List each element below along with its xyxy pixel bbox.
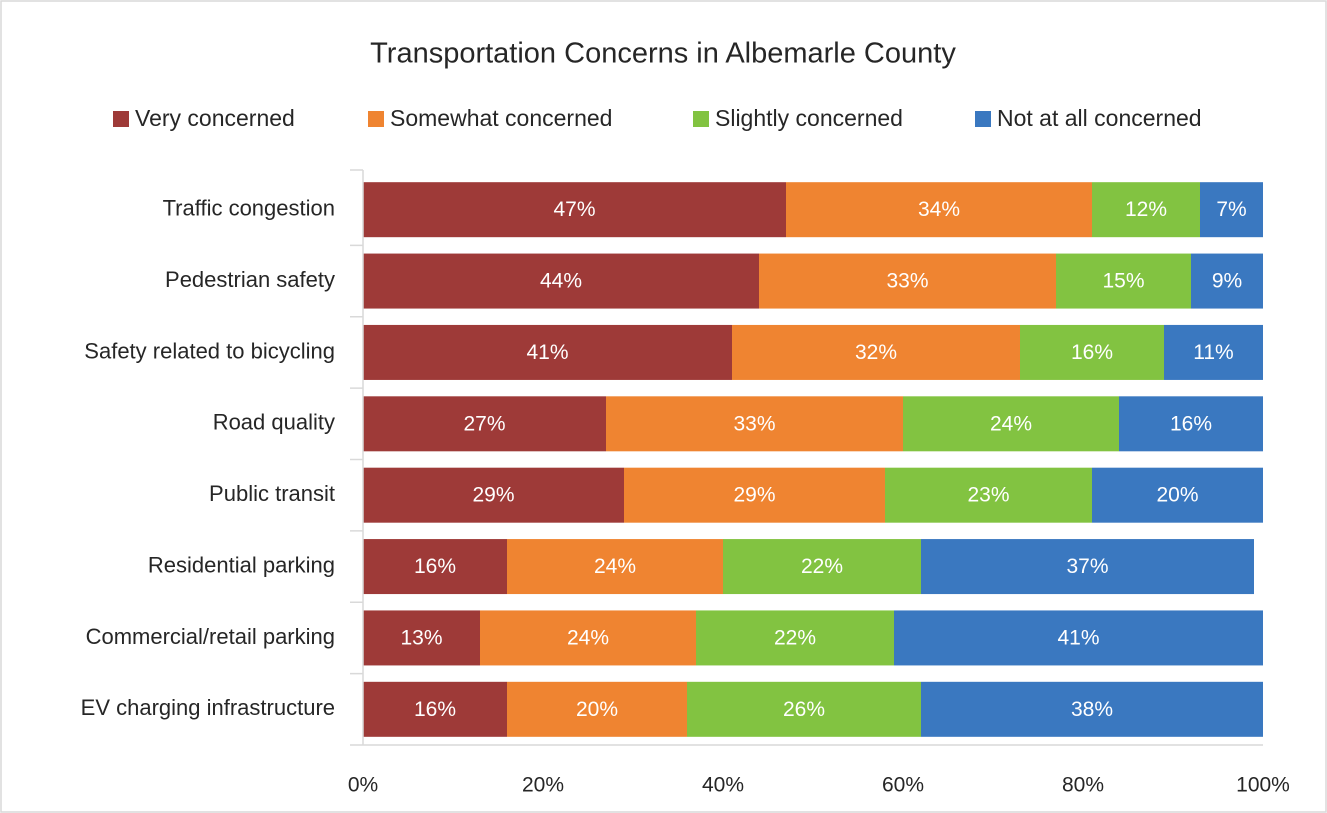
bar-segment (786, 182, 1092, 238)
bar-segment (1164, 324, 1263, 380)
data-label: 41% (1057, 626, 1099, 649)
bar-segment (624, 467, 885, 523)
bar-segment (507, 539, 723, 595)
bar-segment (507, 681, 687, 737)
data-label: 23% (967, 484, 1009, 507)
data-label: 33% (733, 412, 775, 435)
data-label: 16% (1071, 341, 1113, 364)
data-label: 37% (1066, 555, 1108, 578)
y-tick-label: Commercial/retail parking (86, 624, 335, 649)
data-label: 38% (1071, 698, 1113, 721)
bar-segment (1200, 182, 1263, 238)
data-label: 15% (1102, 270, 1144, 293)
data-label: 24% (567, 626, 609, 649)
legend-label: Somewhat concerned (390, 105, 612, 131)
data-label: 24% (990, 412, 1032, 435)
bar-segment (687, 681, 921, 737)
data-label: 33% (886, 270, 928, 293)
data-label: 47% (553, 198, 595, 221)
data-label: 16% (414, 698, 456, 721)
y-tick-label: EV charging infrastructure (81, 695, 335, 720)
x-tick-label: 40% (702, 774, 744, 797)
y-tick-label: Pedestrian safety (165, 267, 335, 292)
data-label: 29% (472, 484, 514, 507)
bar-segment (1191, 253, 1263, 309)
bar-segment (363, 324, 732, 380)
bar-segment (363, 396, 606, 452)
legend-label: Not at all concerned (997, 105, 1202, 131)
data-label: 29% (733, 484, 775, 507)
x-tick-label: 0% (348, 774, 378, 797)
bar-segment (903, 396, 1119, 452)
bar-segment (480, 610, 696, 666)
data-label: 16% (1170, 412, 1212, 435)
data-label: 44% (540, 270, 582, 293)
data-label: 27% (463, 412, 505, 435)
data-label: 26% (783, 698, 825, 721)
bar-segment (363, 182, 786, 238)
bar-segment (1020, 324, 1164, 380)
data-label: 12% (1125, 198, 1167, 221)
data-label: 22% (801, 555, 843, 578)
bar-segment (696, 610, 894, 666)
y-tick-label: Residential parking (148, 552, 335, 577)
bar-segment (363, 610, 480, 666)
y-tick-label: Safety related to bicycling (84, 338, 335, 363)
bar-segment (1092, 182, 1200, 238)
data-label: 22% (774, 626, 816, 649)
bar-segment (921, 539, 1254, 595)
x-tick-label: 20% (522, 774, 564, 797)
data-label: 13% (400, 626, 442, 649)
x-tick-label: 100% (1236, 774, 1290, 797)
data-label: 32% (855, 341, 897, 364)
y-tick-label: Traffic congestion (163, 196, 335, 221)
x-tick-label: 60% (882, 774, 924, 797)
bar-segment (732, 324, 1020, 380)
y-tick-label: Public transit (209, 481, 335, 506)
data-label: 41% (526, 341, 568, 364)
data-label: 16% (414, 555, 456, 578)
bar-segment (894, 610, 1263, 666)
bar-segment (363, 253, 759, 309)
legend-swatch (368, 111, 384, 127)
data-label: 7% (1216, 198, 1246, 221)
bar-segment (921, 681, 1263, 737)
legend-label: Slightly concerned (715, 105, 903, 131)
data-label: 9% (1212, 270, 1242, 293)
bar-segment (759, 253, 1056, 309)
bar-segment (723, 539, 921, 595)
legend-swatch (693, 111, 709, 127)
bar-segment (606, 396, 903, 452)
data-label: 24% (594, 555, 636, 578)
chart-title: Transportation Concerns in Albemarle Cou… (370, 38, 956, 70)
bar-segment (363, 681, 507, 737)
y-tick-label: Road quality (213, 410, 335, 435)
legend-swatch (113, 111, 129, 127)
bar-segment (1092, 467, 1263, 523)
data-label: 11% (1193, 341, 1233, 364)
data-label: 34% (918, 198, 960, 221)
legend-swatch (975, 111, 991, 127)
plot-area: 47% 34% 12% 7% 44% 33% 15% 9% 41% 32% 16% 11% 27% 33%… (363, 182, 1263, 737)
data-label: 20% (1156, 484, 1198, 507)
bar-segment (1119, 396, 1263, 452)
data-label: 20% (576, 698, 618, 721)
x-tick-label: 80% (1062, 774, 1104, 797)
bar-segment (1056, 253, 1191, 309)
legend-label: Very concerned (135, 105, 295, 131)
bar-segment (363, 467, 624, 523)
bar-segment (363, 539, 507, 595)
bar-segment (885, 467, 1092, 523)
